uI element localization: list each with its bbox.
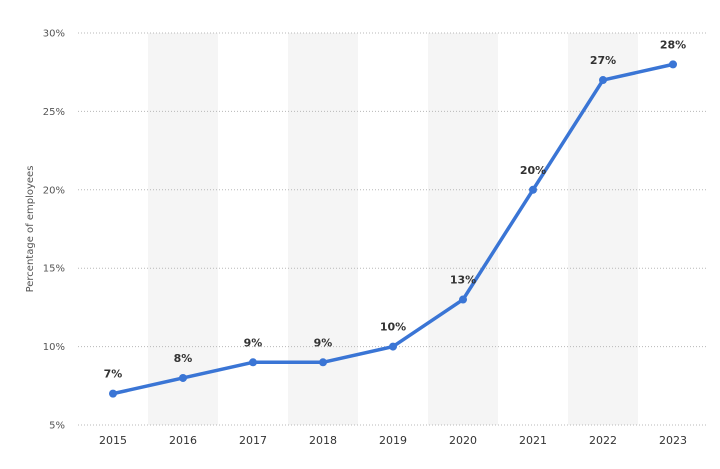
data-label: 28% (660, 38, 686, 51)
x-tick-label: 2022 (589, 434, 617, 447)
data-label: 9% (314, 336, 333, 349)
y-tick-label: 10% (43, 342, 65, 353)
y-tick-label: 15% (43, 264, 65, 275)
y-axis-ticks: 5% 10% 15% 20% 25% 30% (43, 29, 65, 432)
data-label: 10% (380, 321, 406, 334)
x-tick-label: 2020 (449, 434, 477, 447)
data-label: 13% (450, 274, 476, 287)
x-tick-label: 2018 (309, 434, 337, 447)
column-bands (148, 33, 638, 425)
data-point[interactable] (599, 76, 607, 85)
x-tick-label: 2019 (379, 434, 407, 447)
data-label: 8% (174, 352, 193, 365)
column-band (568, 33, 638, 425)
data-point[interactable] (669, 60, 677, 69)
data-point[interactable] (459, 295, 467, 304)
y-tick-label: 25% (43, 107, 65, 118)
y-tick-label: 5% (49, 421, 65, 432)
column-band (148, 33, 218, 425)
series-group: 7% 8% 9% 9% 10% 13% 20% 27% 28% (104, 38, 686, 398)
data-point[interactable] (319, 358, 327, 367)
x-tick-label: 2023 (659, 434, 687, 447)
data-point[interactable] (249, 358, 257, 367)
x-tick-label: 2017 (239, 434, 267, 447)
y-axis-title: Percentage of employees (25, 166, 36, 293)
x-tick-label: 2015 (99, 434, 127, 447)
y-tick-label: 20% (43, 185, 65, 196)
data-label: 20% (520, 164, 546, 177)
data-label: 7% (104, 368, 123, 381)
data-point[interactable] (529, 185, 537, 194)
x-tick-label: 2016 (169, 434, 197, 447)
data-point[interactable] (179, 373, 187, 382)
column-band (428, 33, 498, 425)
data-label: 27% (590, 54, 616, 67)
y-tick-label: 30% (43, 29, 65, 40)
x-tick-label: 2021 (519, 434, 547, 447)
x-axis-ticks: 2015 2016 2017 2018 2019 2020 2021 2022 2023 (99, 434, 687, 447)
data-label: 9% (244, 336, 263, 349)
data-point[interactable] (389, 342, 397, 351)
data-point[interactable] (109, 389, 117, 398)
